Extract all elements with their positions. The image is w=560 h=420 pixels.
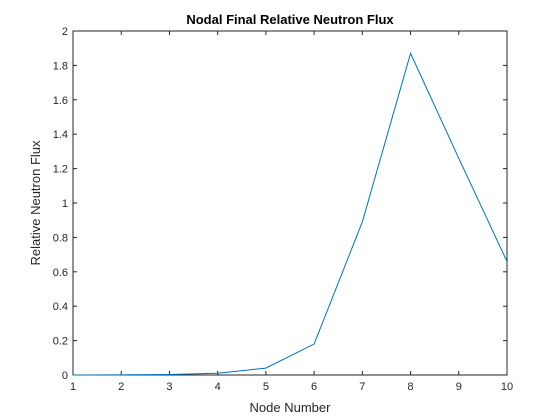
series-line (72, 51, 508, 376)
x-tick-label: 3 (166, 381, 172, 393)
x-tick-label: 5 (263, 381, 269, 393)
y-tick-label: 1.2 (53, 164, 68, 176)
y-tick-label: 1.4 (53, 129, 68, 141)
y-tick-label: 1.8 (53, 60, 68, 72)
y-tick-label: 1 (62, 198, 68, 210)
series-layer (72, 51, 508, 376)
x-tick-label: 6 (311, 381, 317, 393)
y-axis-label: Relative Neutron Flux (28, 140, 43, 265)
y-tick-label: 0.6 (53, 267, 68, 279)
chart-title: Nodal Final Relative Neutron Flux (186, 12, 394, 27)
x-axis-label: Node Number (250, 400, 332, 415)
y-tick-label: 0.4 (53, 301, 68, 313)
y-tick-label: 2 (62, 26, 68, 38)
x-tick-label: 10 (501, 381, 513, 393)
y-tick-label: 0 (62, 370, 68, 382)
y-axis: 0 0.2 0.4 0.6 0.8 1 1.2 1.4 1.6 1.8 2 (53, 26, 507, 382)
x-tick-label: 1 (70, 381, 76, 393)
y-tick-label: 0.8 (53, 232, 68, 244)
x-tick-label: 2 (118, 381, 124, 393)
y-tick-label: 1.6 (53, 95, 68, 107)
y-tick-label: 0.2 (53, 336, 68, 348)
x-tick-label: 4 (215, 381, 221, 393)
plot-area (72, 30, 508, 376)
x-tick-label: 8 (407, 381, 413, 393)
x-tick-label: 7 (359, 381, 365, 393)
x-tick-label: 9 (456, 381, 462, 393)
x-axis: 1 2 3 4 5 6 7 8 9 10 (70, 31, 513, 393)
